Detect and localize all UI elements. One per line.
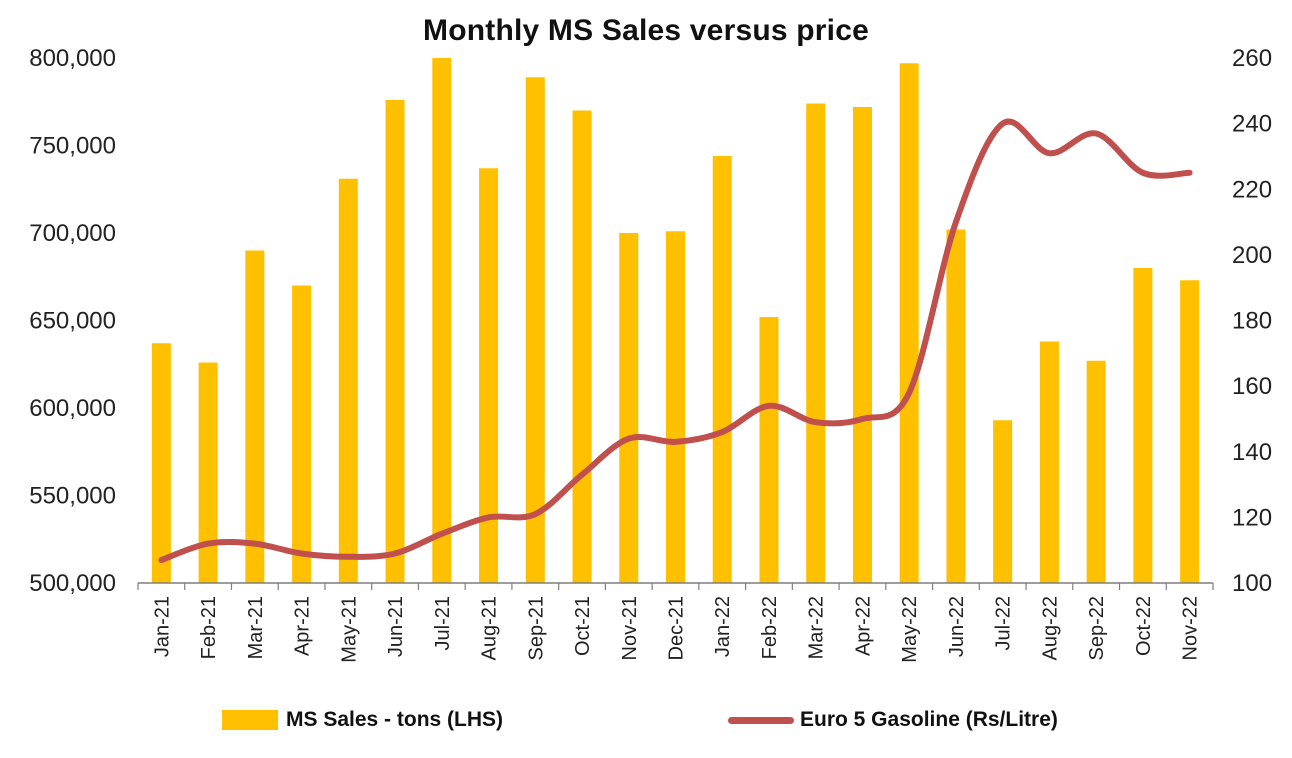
x-axis-tick-label: Oct-22	[1133, 596, 1155, 656]
x-axis-tick-label: Jan-21	[151, 596, 173, 657]
right-axis-ticks: 100 120 140 160 180 200 220 240 260	[1232, 45, 1272, 597]
x-axis-tick-label: Oct-21	[572, 596, 594, 656]
legend-swatch-line	[728, 716, 794, 724]
x-axis-tick-label: Aug-22	[1039, 596, 1061, 661]
bar	[198, 362, 218, 583]
bar	[619, 233, 639, 583]
x-axis-tick-label: Dec-21	[666, 596, 688, 660]
x-axis-tick-label: Jun-22	[946, 596, 968, 657]
bar	[666, 231, 685, 583]
left-axis-tick-label: 750,000	[29, 133, 116, 160]
x-axis-tick-label: Aug-21	[479, 596, 501, 661]
bar	[525, 77, 545, 583]
bar	[1180, 280, 1200, 583]
bar	[1039, 341, 1059, 583]
legend-item-sales: MS Sales - tons (LHS)	[222, 708, 503, 732]
right-axis-tick-label: 260	[1232, 45, 1272, 72]
bar	[572, 110, 592, 583]
left-axis-tick-label: 550,000	[29, 483, 116, 510]
left-axis-ticks: 500,000 550,000 600,000 650,000 700,000 750,0…	[29, 45, 116, 597]
bar	[899, 63, 919, 583]
x-axis-tick-label: Mar-22	[806, 596, 828, 659]
x-axis-tick-label: May-22	[899, 596, 921, 663]
price-line	[158, 118, 1193, 563]
x-axis-tick-label: Apr-21	[292, 596, 314, 656]
left-axis-tick-label: 500,000	[29, 570, 116, 597]
legend-label-price: Euro 5 Gasoline (Rs/Litre)	[800, 708, 1058, 731]
bar	[385, 100, 405, 583]
legend-label-sales: MS Sales - tons (LHS)	[286, 708, 504, 731]
bar	[712, 156, 732, 583]
right-axis-tick-label: 200	[1232, 242, 1272, 269]
bar	[993, 420, 1013, 583]
right-axis-tick-label: 240	[1232, 111, 1272, 138]
right-axis-tick-label: 120	[1232, 504, 1272, 531]
x-axis-tick-label: Sep-21	[525, 596, 547, 661]
bar	[479, 168, 499, 583]
x-axis-ticks: Jan-21 Feb-21 Mar-21 Apr-21 May-21 Jun-21 Jul-…	[137, 583, 1214, 663]
left-axis-tick-label: 600,000	[29, 395, 116, 422]
left-axis-tick-label: 650,000	[29, 308, 116, 335]
x-axis-tick-label: Feb-21	[198, 596, 220, 659]
x-axis-tick-label: Jun-21	[385, 596, 407, 657]
x-axis-tick-label: Nov-22	[1180, 596, 1202, 660]
bar	[759, 317, 779, 583]
legend: MS Sales - tons (LHS) Euro 5 Gasoline (R…	[0, 708, 1292, 744]
right-axis-tick-label: 180	[1232, 308, 1272, 335]
right-axis-tick-label: 100	[1232, 570, 1272, 597]
x-axis-tick-label: Jan-22	[712, 596, 734, 657]
x-axis-tick-label: Mar-21	[245, 596, 267, 659]
bar	[1133, 268, 1153, 583]
legend-swatch-bar	[222, 710, 278, 730]
x-axis-tick-label: Nov-21	[619, 596, 641, 660]
bar	[432, 58, 452, 583]
legend-item-price: Euro 5 Gasoline (Rs/Litre)	[728, 708, 1058, 732]
x-axis-tick-label: Jul-21	[432, 596, 454, 650]
right-axis-tick-label: 220	[1232, 176, 1272, 203]
left-axis-tick-label: 800,000	[29, 45, 116, 72]
bar	[806, 103, 826, 583]
x-axis-tick-label: Sep-22	[1086, 596, 1108, 661]
x-axis-tick-label: Feb-22	[759, 596, 781, 659]
bar	[852, 107, 872, 583]
bar	[1086, 360, 1106, 583]
right-axis-tick-label: 140	[1232, 439, 1272, 466]
right-axis-tick-label: 160	[1232, 373, 1272, 400]
bar	[151, 343, 171, 583]
x-axis-tick-label: Jul-22	[993, 596, 1015, 650]
bar-series	[151, 58, 1200, 583]
chart-title: Monthly MS Sales versus price	[423, 14, 869, 47]
x-axis-tick-label: Apr-22	[852, 596, 874, 656]
bar	[245, 250, 265, 583]
left-axis-tick-label: 700,000	[29, 220, 116, 247]
bar	[946, 229, 966, 583]
bar	[338, 178, 358, 583]
bar	[292, 285, 312, 583]
x-axis-tick-label: May-21	[338, 596, 360, 663]
